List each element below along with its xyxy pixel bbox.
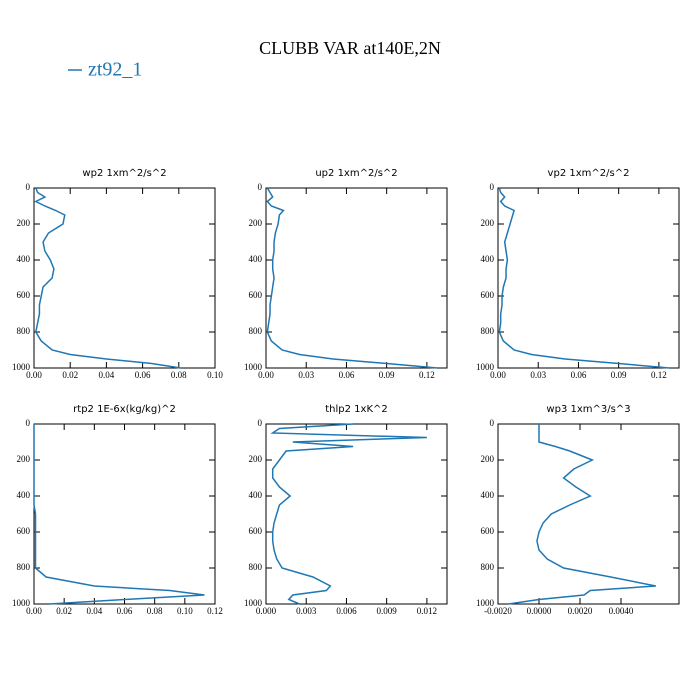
y-tick-label: 600 <box>249 290 263 300</box>
panel: rtp2 1E-6x(kg/kg)^2 0.00 0.02 0.04 0.06 0.08 0… <box>12 404 223 616</box>
y-tick-label: 200 <box>17 454 31 464</box>
y-tick-label: 400 <box>481 254 495 264</box>
x-tick-label: 0.06 <box>135 370 151 380</box>
y-tick-label: 600 <box>17 290 31 300</box>
y-tick-label: 1000 <box>12 598 31 608</box>
panel: wp3 1xm^3/s^3 -0.0020 0.0000 0.0020 0.0040 0 2… <box>476 404 680 616</box>
x-tick-label: 0.02 <box>62 370 78 380</box>
x-tick-label: 0.08 <box>171 370 187 380</box>
panel-title: thlp2 1xK^2 <box>325 404 388 415</box>
y-tick-label: 0 <box>258 418 263 428</box>
x-tick-label: 0.012 <box>417 606 437 616</box>
x-tick-label: 0.10 <box>207 370 223 380</box>
y-tick-label: 800 <box>17 326 31 336</box>
panel: thlp2 1xK^2 0.000 0.003 0.006 0.009 0.012 0 200… <box>244 404 448 616</box>
plot-frame <box>265 423 448 605</box>
line <box>266 187 438 369</box>
x-tick-label: 0.0040 <box>609 606 634 616</box>
y-tick-label: 800 <box>17 562 31 572</box>
y-tick-label: 600 <box>481 290 495 300</box>
y-tick-label: 200 <box>17 218 31 228</box>
line <box>33 424 205 605</box>
y-tick-label: 200 <box>481 218 495 228</box>
figure-title: CLUBB VAR at140E,2N <box>259 38 441 58</box>
x-tick-label: 0.06 <box>117 606 133 616</box>
x-tick-label: 0.003 <box>296 606 317 616</box>
x-tick-label: 0.02 <box>56 606 72 616</box>
x-tick-label: 0.09 <box>379 370 395 380</box>
y-tick-label: 200 <box>249 454 263 464</box>
x-tick-label: 0.00 <box>26 606 42 616</box>
x-tick-label: 0.12 <box>651 370 667 380</box>
x-tick-label: 0.10 <box>177 606 193 616</box>
x-tick-label: 0.03 <box>530 370 546 380</box>
y-tick-label: 400 <box>17 254 31 264</box>
panel-title: wp2 1xm^2/s^2 <box>82 168 166 179</box>
x-tick-label: 0.006 <box>336 606 357 616</box>
plot-frame <box>33 187 216 369</box>
y-tick-label: 0 <box>490 182 495 192</box>
line <box>270 423 427 605</box>
y-tick-label: 1000 <box>244 598 263 608</box>
y-tick-label: 1000 <box>476 598 495 608</box>
y-tick-label: 400 <box>249 490 263 500</box>
x-tick-label: 0.00 <box>258 370 274 380</box>
x-tick-label: 0.12 <box>419 370 435 380</box>
plot-frame <box>497 423 680 605</box>
y-tick-label: 800 <box>249 562 263 572</box>
y-tick-label: 1000 <box>244 362 263 372</box>
x-tick-label: 0.09 <box>611 370 627 380</box>
x-tick-label: 0.04 <box>86 606 102 616</box>
panel-title: rtp2 1E-6x(kg/kg)^2 <box>73 404 176 415</box>
line <box>34 187 181 369</box>
x-tick-label: 0.06 <box>571 370 587 380</box>
panel-title: wp3 1xm^3/s^3 <box>546 404 630 415</box>
y-tick-label: 400 <box>249 254 263 264</box>
plot-frame <box>265 187 448 369</box>
x-tick-label: 0.0000 <box>527 606 552 616</box>
y-tick-label: 800 <box>481 326 495 336</box>
y-tick-label: 200 <box>481 454 495 464</box>
y-tick-label: 600 <box>249 526 263 536</box>
panel: up2 1xm^2/s^2 0.00 0.03 0.06 0.09 0.12 0 200 400… <box>244 168 448 380</box>
y-tick-label: 0 <box>26 418 31 428</box>
x-tick-label: 0.12 <box>207 606 223 616</box>
x-tick-label: 0.00 <box>490 370 506 380</box>
y-tick-label: 0 <box>490 418 495 428</box>
line <box>508 424 656 605</box>
y-tick-label: 600 <box>17 526 31 536</box>
x-tick-label: 0.03 <box>298 370 314 380</box>
panel: vp2 1xm^2/s^2 0.00 0.03 0.06 0.09 0.12 0 200 400… <box>476 168 680 380</box>
x-tick-label: 0.009 <box>377 606 398 616</box>
y-tick-label: 1000 <box>476 362 495 372</box>
y-tick-label: 400 <box>17 490 31 500</box>
y-tick-label: 800 <box>249 326 263 336</box>
panel: wp2 1xm^2/s^2 0.00 0.02 0.04 0.06 0.08 0.10 0 20… <box>12 168 223 380</box>
x-tick-label: 0.08 <box>147 606 163 616</box>
x-tick-label: 0.00 <box>26 370 42 380</box>
x-tick-label: 0.06 <box>339 370 355 380</box>
y-tick-label: 1000 <box>12 362 31 372</box>
x-tick-label: -0.0020 <box>484 606 512 616</box>
y-tick-label: 200 <box>249 218 263 228</box>
y-tick-label: 0 <box>26 182 31 192</box>
x-tick-label: 0.000 <box>256 606 277 616</box>
y-tick-label: 0 <box>258 182 263 192</box>
line <box>498 187 670 369</box>
x-tick-label: 0.04 <box>99 370 115 380</box>
y-tick-label: 400 <box>481 490 495 500</box>
legend-label: zt92_1 <box>88 59 142 81</box>
y-tick-label: 800 <box>481 562 495 572</box>
y-tick-label: 600 <box>481 526 495 536</box>
panel-title: vp2 1xm^2/s^2 <box>548 168 630 179</box>
plot-frame <box>497 187 680 369</box>
x-tick-label: 0.0020 <box>568 606 593 616</box>
panel-title: up2 1xm^2/s^2 <box>315 168 397 179</box>
